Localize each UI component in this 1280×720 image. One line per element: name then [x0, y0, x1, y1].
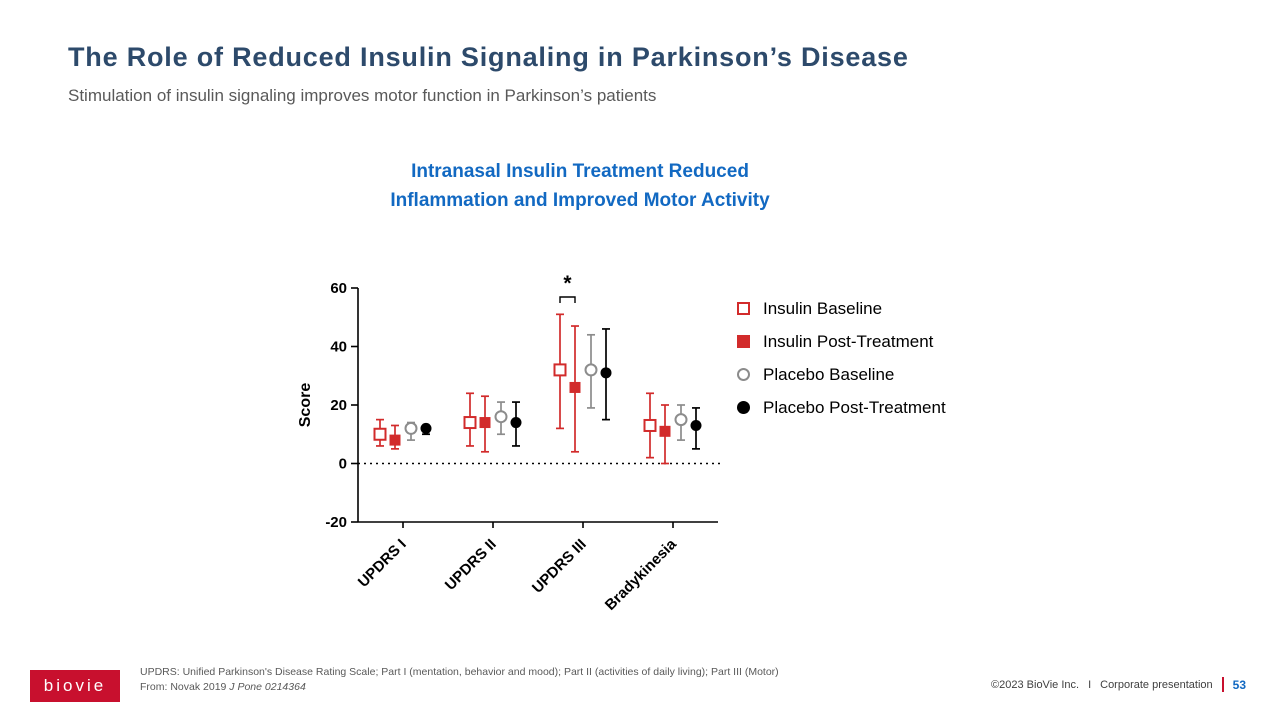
legend-item: Placebo Baseline — [737, 358, 946, 391]
legend-item: Insulin Post-Treatment — [737, 325, 946, 358]
chart-legend: Insulin Baseline Insulin Post-Treatment … — [737, 292, 946, 424]
footer-separator: I — [1088, 678, 1092, 691]
chart-title-line2: Inflammation and Improved Motor Activity — [390, 190, 770, 211]
legend-label: Placebo Baseline — [763, 364, 895, 384]
legend-item: Placebo Post-Treatment — [737, 391, 946, 424]
filled-square-marker-icon — [737, 335, 750, 348]
footer-label: Corporate presentation — [1100, 678, 1213, 691]
footnote-line2: From: Novak 2019 J Pone 0214364 — [140, 680, 779, 695]
svg-text:-20: -20 — [325, 514, 347, 531]
legend-label: Insulin Post-Treatment — [763, 331, 934, 351]
biovie-logo: biovie — [30, 670, 120, 702]
svg-text:Bradykinesia: Bradykinesia — [602, 535, 681, 614]
svg-text:Score: Score — [297, 383, 314, 428]
slide-title: The Role of Reduced Insulin Signaling in… — [68, 42, 909, 72]
chart-title-line1: Intranasal Insulin Treatment Reduced — [411, 161, 749, 182]
footnote-source: From: Novak 2019 — [140, 681, 230, 693]
footnote-line1: UPDRS: Unified Parkinson's Disease Ratin… — [140, 666, 779, 678]
chart-svg: -20 0 20 40 60 Score UPDRS I UPDRS II UPDRS III B… — [297, 272, 720, 614]
page-number-divider — [1221, 677, 1224, 692]
slide-subtitle: Stimulation of insulin signaling improve… — [68, 86, 657, 105]
footer-right: ©2023 BioVie Inc. I Corporate presentati… — [991, 677, 1246, 692]
copyright-text: ©2023 BioVie Inc. — [991, 678, 1080, 691]
svg-text:*: * — [563, 272, 572, 295]
svg-text:UPDRS III: UPDRS III — [529, 536, 590, 597]
legend-label: Placebo Post-Treatment — [763, 397, 946, 417]
chart: -20 0 20 40 60 Score UPDRS I UPDRS II UPDRS III B… — [288, 260, 743, 627]
svg-text:40: 40 — [330, 339, 347, 356]
svg-text:UPDRS II: UPDRS II — [442, 536, 500, 594]
filled-circle-marker-icon — [737, 401, 750, 414]
footnote-source-italic: J Pone 0214364 — [229, 681, 306, 693]
footnotes: UPDRS: Unified Parkinson's Disease Ratin… — [140, 665, 779, 695]
chart-title: Intranasal Insulin Treatment Reduced Inf… — [330, 157, 830, 215]
svg-text:60: 60 — [330, 280, 347, 297]
open-circle-marker-icon — [737, 368, 750, 381]
open-square-marker-icon — [737, 302, 750, 315]
legend-label: Insulin Baseline — [763, 298, 883, 318]
svg-text:20: 20 — [330, 397, 347, 414]
page-number: 53 — [1232, 677, 1246, 692]
biovie-logo-text: biovie — [43, 676, 107, 695]
legend-item: Insulin Baseline — [737, 292, 946, 325]
svg-text:UPDRS I: UPDRS I — [355, 536, 410, 591]
svg-text:0: 0 — [339, 456, 347, 473]
